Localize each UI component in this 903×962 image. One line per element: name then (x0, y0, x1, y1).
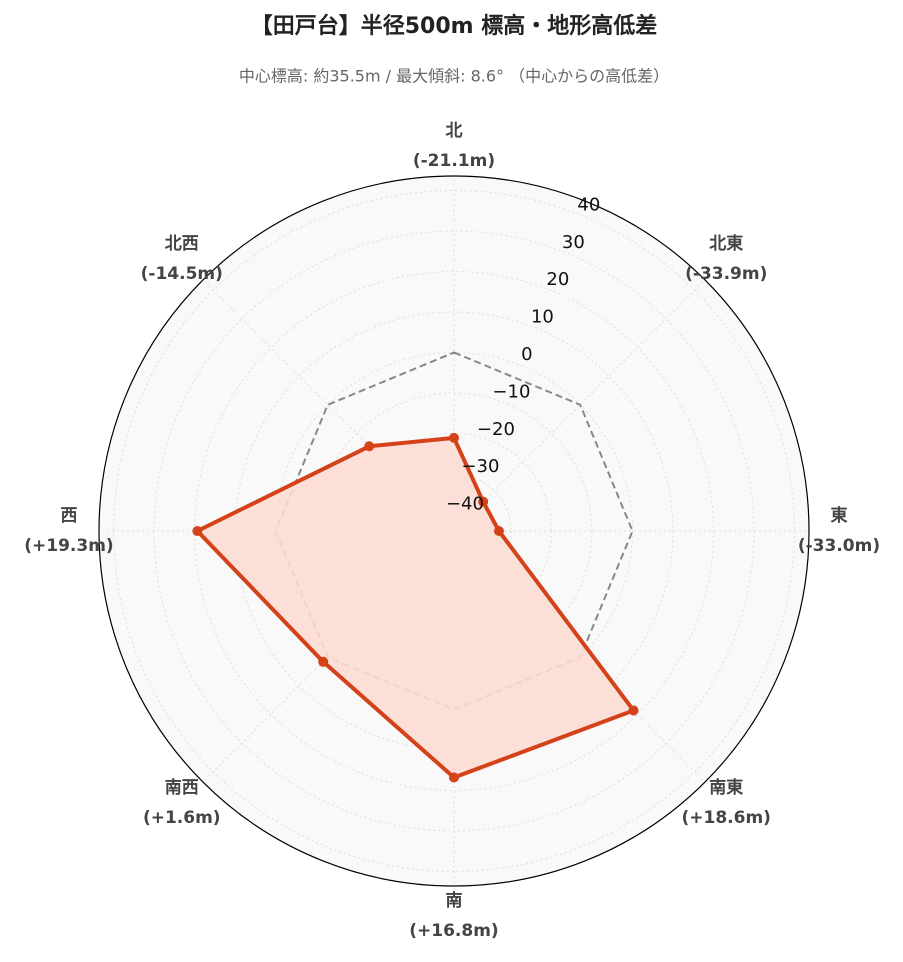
angular-label: 南 (446, 890, 463, 911)
radial-tick-label: −40 (446, 494, 484, 515)
data-point (478, 496, 489, 507)
radial-tick-label: −20 (477, 419, 515, 440)
data-point (192, 526, 203, 536)
grid-circle (396, 473, 512, 589)
value-label: (-21.1m) (413, 151, 495, 171)
radial-tick-label: 0 (521, 344, 532, 365)
data-point (449, 432, 459, 443)
grid-circle (153, 230, 755, 832)
data-point (364, 441, 375, 452)
value-label: (+1.6m) (143, 808, 221, 828)
radial-tick-label: 10 (531, 307, 554, 328)
radial-tick-label: 20 (546, 269, 569, 290)
value-label: (-33.9m) (685, 264, 767, 284)
value-label: (+16.8m) (409, 921, 498, 941)
value-label: (-14.5m) (141, 264, 223, 284)
data-point (493, 526, 504, 536)
angular-label: 北西 (165, 234, 199, 254)
radial-tick-label: −30 (461, 456, 499, 477)
chart-subtitle: 中心標高: 約35.5m / 最大傾斜: 8.6° （中心からの高低差） (239, 67, 669, 86)
spoke (202, 279, 455, 532)
grid-circle (234, 311, 674, 751)
radial-tick-label: 40 (577, 194, 600, 215)
angular-label: 北東 (709, 233, 743, 254)
outer-circle (98, 175, 810, 887)
value-label: (+19.3m) (24, 536, 113, 556)
angular-label: 南東 (709, 777, 743, 798)
data-point (628, 705, 639, 716)
spoke (202, 530, 455, 783)
spoke (453, 279, 706, 532)
radial-tick-label: 30 (562, 232, 585, 253)
angular-label: 東 (831, 505, 848, 526)
value-label: (-33.0m) (798, 536, 880, 556)
grid-circle (194, 271, 714, 791)
value-label: (+18.6m) (682, 808, 771, 828)
reference-line (274, 351, 634, 711)
angular-label: 南西 (165, 777, 199, 798)
angular-label: 西 (61, 506, 78, 526)
radial-tick-label: −10 (492, 381, 530, 402)
angular-label: 北 (446, 121, 463, 141)
chart-title: 【田戸台】半径500m 標高・地形高低差 (251, 13, 658, 39)
data-point (449, 772, 459, 783)
data-point (318, 656, 329, 667)
spoke (453, 530, 706, 783)
